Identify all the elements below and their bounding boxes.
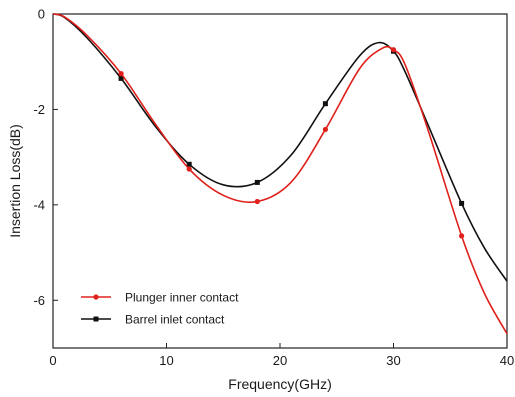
data-point (254, 179, 260, 185)
legend-item: Plunger inner contact (81, 291, 239, 305)
data-point (118, 75, 124, 81)
legend: Plunger inner contact Barrel inlet contac… (81, 291, 239, 327)
y-tick-label: -4 (33, 197, 45, 212)
legend-item: Barrel inlet contact (81, 313, 225, 327)
data-point (118, 71, 124, 77)
plot-frame (52, 13, 508, 349)
legend-marker (93, 316, 99, 322)
x-axis-title: Frequency(GHz) (228, 376, 331, 392)
x-tick-label: 10 (159, 353, 173, 368)
x-tick-label: 40 (500, 353, 514, 368)
x-tick-label: 0 (49, 353, 56, 368)
series-plunger-inner-contact (52, 13, 508, 335)
legend-label: Barrel inlet contact (125, 313, 225, 327)
data-point (390, 47, 397, 53)
data-point (322, 126, 328, 133)
data-point (186, 166, 192, 172)
x-tick-label: 30 (386, 353, 400, 368)
y-tick-label: -6 (33, 293, 45, 308)
legend-marker (93, 294, 99, 300)
data-point (186, 161, 192, 167)
series-line (52, 13, 508, 335)
axis-ticks: 0 10 20 30 40 0 -2 -4 -6 (33, 7, 514, 369)
series-layer (52, 13, 508, 335)
legend-label: Plunger inner contact (125, 291, 239, 305)
y-axis-title: Insertion Loss(dB) (7, 124, 23, 238)
data-point (459, 233, 465, 239)
data-point (254, 198, 260, 205)
data-point (459, 200, 465, 206)
series-barrel-inlet-contact (52, 13, 508, 282)
y-tick-label: -2 (33, 102, 45, 117)
series-line (52, 13, 508, 282)
y-tick-label: 0 (38, 7, 45, 22)
data-point (322, 101, 328, 107)
x-tick-label: 20 (273, 353, 287, 368)
